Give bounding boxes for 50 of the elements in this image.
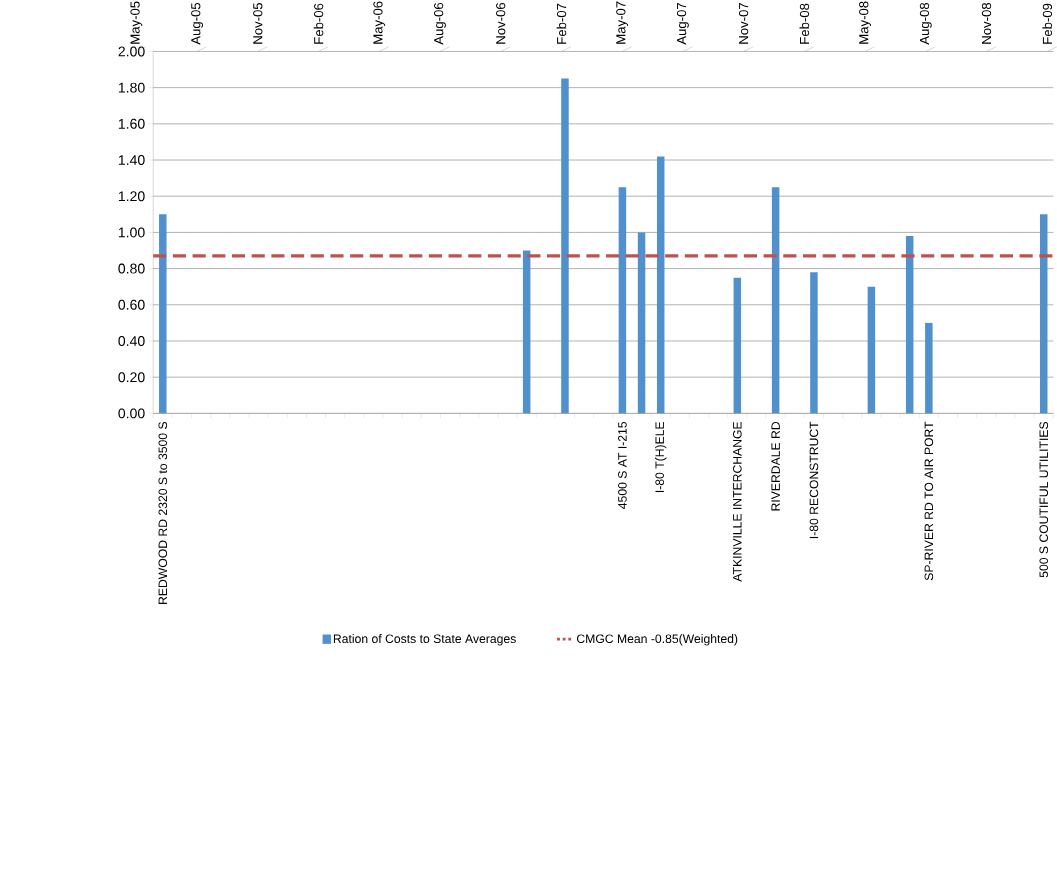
x-tick-label: REDWOOD RD 2320 S to 3500 S [158,421,168,604]
bar [733,277,742,414]
bar [1039,214,1048,414]
bar [925,322,933,414]
x2-tick-label: Nov-08 [981,3,992,44]
x2-tick-label: May-06 [373,1,386,44]
y-tick-label: 1.60 [118,118,145,129]
y-tick-label: 1.00 [118,227,145,238]
legend-label: CMGC Mean -0.85(Weighted) [576,634,738,646]
y-tick-label: 0.40 [118,336,145,346]
x2-tick-label: Nov-07 [738,3,749,44]
y-tick-label: 0.00 [118,408,145,419]
x2-tick-label: Aug-08 [919,2,932,45]
x2-tick-label: Feb-08 [799,3,810,44]
y-tick-label: 2.00 [118,46,145,57]
x-tick-label: I-80 T(H)ELE [655,421,667,493]
x2-tick-label: Feb-06 [313,3,324,44]
x2-tick-label: Nov-05 [253,2,263,44]
y-tick-label: 1.40 [118,155,145,166]
bar [810,272,818,414]
x-tick-label: 500 S COUTIFUL UTILITIES [1039,421,1049,578]
y-tick-label: 0.20 [118,372,145,383]
y-tick-label: 0.80 [118,263,145,274]
x2-tick-label: May-08 [859,1,872,44]
bar [905,236,914,414]
x-tick-label: ATKINVILLE INTERCHANGE [733,421,742,582]
x-tick-label: RIVERDALE RD [771,422,780,511]
bar [618,187,627,414]
x2-tick-label: Aug-06 [434,3,446,45]
y-tick-label: 1.20 [118,191,145,202]
bar [656,156,665,414]
bar [867,286,876,414]
x2-tick-label: Feb-07 [556,3,567,44]
x2-tick-label: Feb-09 [1042,3,1053,44]
x-tick-label: 4500 S AT I-215 [618,421,627,509]
bar [637,232,646,414]
bar [159,214,167,414]
x2-tick-label: Aug-05 [191,2,203,45]
y-tick-label: 1.80 [118,82,145,93]
x2-tick-label: Aug-07 [676,3,689,45]
x2-tick-label: May-07 [616,1,629,44]
x2-tick-label: May-05 [130,1,143,44]
x2-tick-label: Nov-06 [496,3,506,44]
x-tick-label: SP-RIVER RD TO AIR PORT [924,421,934,581]
y-tick-label: 0.60 [118,299,145,310]
x-tick-label: I-80 RECONSTRUCT [809,421,819,539]
bar [522,250,531,414]
legend-label: Ration of Costs to State Averages [333,634,516,646]
bar [561,78,569,414]
bar [771,187,780,414]
